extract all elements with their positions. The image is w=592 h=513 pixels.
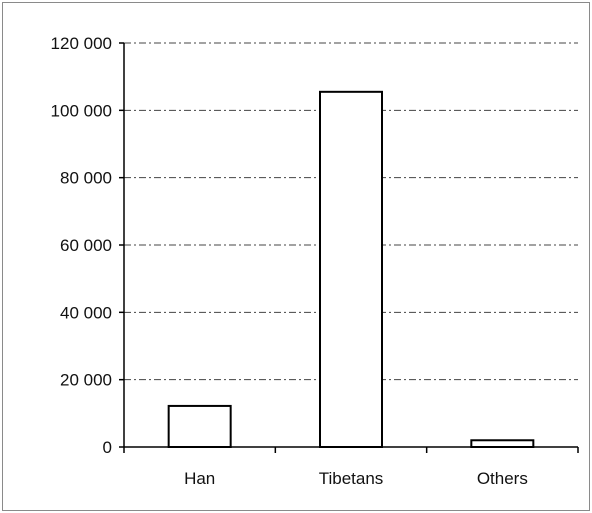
x-tick-label-han: Han — [184, 469, 215, 488]
bars — [167, 90, 535, 448]
y-tick-label: 40 000 — [60, 303, 112, 322]
bar-tibetans — [319, 90, 383, 448]
axes — [119, 42, 579, 453]
y-tick-label: 0 — [103, 438, 112, 457]
bar-others — [470, 439, 535, 448]
y-tick-label: 20 000 — [60, 371, 112, 390]
y-tick-label: 80 000 — [60, 169, 112, 188]
bar-han — [167, 404, 232, 448]
y-tick-label: 100 000 — [51, 101, 112, 120]
y-tick-label: 60 000 — [60, 236, 112, 255]
y-tick-label: 120 000 — [51, 34, 112, 53]
x-tick-label-tibetans: Tibetans — [319, 469, 384, 488]
tick-labels: 0 20 000 40 000 60 000 80 000 100 000 120 000 H… — [51, 34, 528, 488]
x-tick-label-others: Others — [477, 469, 528, 488]
